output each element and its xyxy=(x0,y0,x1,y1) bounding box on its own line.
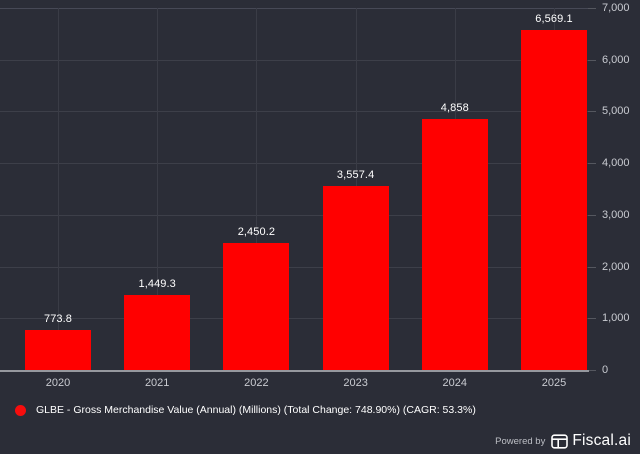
bar-value-label: 773.8 xyxy=(43,312,73,325)
bar-2022[interactable] xyxy=(223,243,290,370)
y-axis-tick-label: 0 xyxy=(602,364,609,376)
y-axis-tick-label: 7,000 xyxy=(602,2,630,14)
bar-2020[interactable] xyxy=(25,329,91,370)
x-axis-line xyxy=(0,370,589,372)
bar-value-label: 4,858 xyxy=(440,101,469,114)
brand-name: Fiscal.ai xyxy=(572,432,631,449)
x-axis-tick-label: 2020 xyxy=(45,377,71,389)
y-axis-tick-label: 4,000 xyxy=(602,157,630,170)
y-axis-tick-label: 5,000 xyxy=(602,105,630,118)
brand-wrap: Fiscal.ai xyxy=(551,432,631,450)
legend-label: GLBE - Gross Merchandise Value (Annual) … xyxy=(36,404,476,416)
gridline-horizontal xyxy=(0,266,588,268)
y-axis-tick-label: 1,000 xyxy=(602,312,630,325)
powered-by-text: Powered by xyxy=(495,435,546,447)
y-axis-tick-label: 3,000 xyxy=(602,208,630,221)
legend-marker-dot xyxy=(15,404,26,416)
y-axis-tick-mark xyxy=(588,59,596,61)
bar-value-label: 3,557.4 xyxy=(336,169,375,182)
gridline-horizontal xyxy=(0,111,588,113)
y-axis-tick-mark xyxy=(588,266,596,268)
fiscal-ai-logo-icon xyxy=(551,433,569,449)
bar-value-label: 2,450.2 xyxy=(237,226,276,239)
bar-value-label: 6,569.1 xyxy=(535,13,573,26)
y-axis-tick-mark xyxy=(588,370,596,371)
y-axis-tick-label: 6,000 xyxy=(602,53,630,66)
bar-2021[interactable] xyxy=(124,295,191,370)
x-axis-tick-label: 2023 xyxy=(343,377,368,389)
gridline-horizontal xyxy=(0,214,588,216)
x-axis-tick-label: 2024 xyxy=(442,377,468,389)
gridline-horizontal xyxy=(0,8,588,9)
bar-value-label: 1,449.3 xyxy=(138,278,176,291)
bar-2024[interactable] xyxy=(421,118,488,370)
gridline-horizontal xyxy=(0,318,588,320)
legend-item[interactable]: GLBE - Gross Merchandise Value (Annual) … xyxy=(15,402,476,418)
y-axis-tick-mark xyxy=(588,163,596,165)
bar-2025[interactable] xyxy=(521,30,587,370)
x-axis-tick-label: 2022 xyxy=(244,377,269,389)
y-axis-tick-label: 2,000 xyxy=(602,260,630,273)
y-axis-tick-mark xyxy=(588,111,596,113)
x-axis-tick-label: 2021 xyxy=(144,377,170,389)
y-axis-tick-mark xyxy=(588,318,596,320)
gridline-horizontal xyxy=(0,59,588,61)
gridline-vertical xyxy=(157,8,159,370)
gridline-vertical xyxy=(256,8,258,370)
gridline-vertical xyxy=(58,8,59,370)
y-axis-tick-mark xyxy=(588,8,596,9)
y-axis-tick-mark xyxy=(588,214,596,216)
x-axis-tick-label: 2025 xyxy=(541,377,567,389)
bar-2023[interactable] xyxy=(322,186,389,370)
powered-by-footer[interactable]: Powered by Fiscal.ai xyxy=(495,431,631,451)
gridline-horizontal xyxy=(0,163,588,165)
